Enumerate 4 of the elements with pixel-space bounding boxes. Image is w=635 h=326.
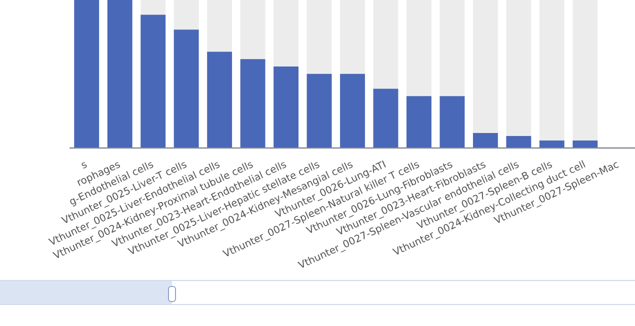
bar: [539, 140, 564, 148]
bar: [506, 136, 532, 148]
bar: [572, 140, 598, 148]
bar: [472, 133, 498, 148]
